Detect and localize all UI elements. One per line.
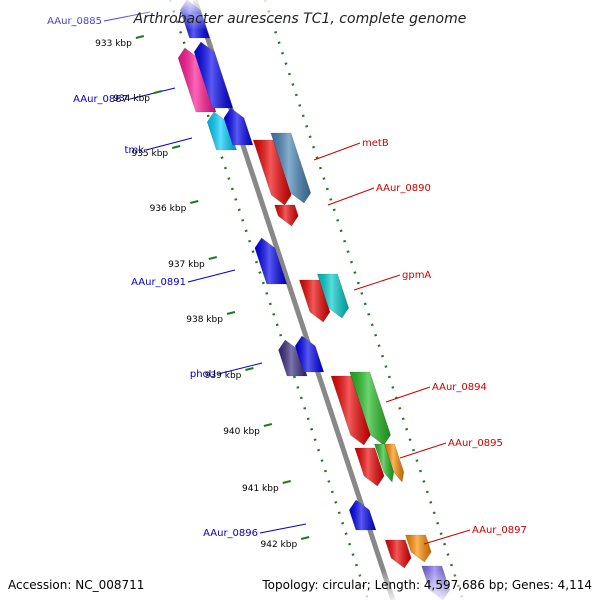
gene-features	[177, 0, 451, 600]
gene-label: metB	[362, 138, 389, 149]
tick-mark	[171, 145, 181, 149]
kbp-tick-label: 940 kbp	[223, 427, 260, 437]
kbp-tick-label: 937 kbp	[168, 260, 205, 270]
tick-mark	[153, 90, 163, 94]
kbp-tick-label: 933 kbp	[95, 39, 132, 49]
gene-label: AAur_0891	[131, 277, 186, 288]
tick-mark	[208, 256, 218, 260]
leader-line	[129, 87, 176, 100]
gene-reverse-4	[223, 107, 254, 146]
genome-title: Arthrobacter aurescens TC1, complete gen…	[133, 11, 467, 27]
gene-forward-0	[252, 139, 292, 206]
kbp-tick-label: 938 kbp	[186, 315, 223, 325]
gene-forward-5	[330, 375, 371, 446]
kbp-tick-label: 939 kbp	[205, 371, 242, 381]
leader-line	[423, 529, 471, 545]
gene-label: tmk	[125, 145, 145, 156]
gene-forward-10	[384, 539, 412, 569]
tick-mark	[300, 536, 310, 540]
tick-mark	[135, 35, 145, 39]
gene-label: AAur_0896	[203, 528, 258, 539]
gene-forward-3	[298, 279, 331, 323]
kbp-tick-label: 942 kbp	[261, 540, 298, 550]
gene-forward-7	[354, 447, 385, 487]
gene-forward-6	[349, 371, 391, 446]
kbp-tick-label: 934 kbp	[113, 94, 150, 104]
gene-label: AAur_0895	[448, 438, 503, 449]
gene-label: AAur_0887	[73, 94, 128, 105]
leader-line	[187, 269, 236, 283]
gene-label: phoU	[190, 369, 216, 380]
tick-mark	[226, 311, 236, 315]
gene-label: AAur_0890	[376, 183, 431, 194]
gene-forward-11	[405, 534, 432, 563]
leader-line	[399, 442, 447, 459]
tick-mark	[190, 200, 199, 204]
kbp-tick-label: 941 kbp	[242, 484, 279, 494]
gene-label: AAur_0897	[472, 525, 527, 536]
gene-forward-2	[274, 204, 299, 227]
gene-forward-8	[374, 443, 395, 483]
tick-mark	[263, 423, 273, 427]
gene-reverse-2	[193, 41, 234, 109]
leader-line	[217, 362, 263, 375]
gene-label: AAur_0894	[432, 382, 487, 393]
gene-forward-9	[384, 443, 405, 483]
leader-line	[259, 523, 307, 534]
gene-forward-4	[317, 273, 349, 319]
kbp-tick-label: 935 kbp	[131, 149, 168, 159]
leader-line	[313, 142, 361, 161]
top-fade	[0, 0, 600, 30]
leader-line	[327, 187, 375, 206]
gene-reverse-3	[206, 111, 237, 151]
gene-reverse-6	[254, 237, 288, 285]
gene-reverse-8	[294, 335, 325, 373]
gene-reverse-9	[348, 499, 377, 531]
genome-stats-text: Topology: circular; Length: 4,597,686 bp…	[262, 578, 592, 592]
kbp-tick-label: 936 kbp	[150, 204, 187, 214]
tick-mark	[245, 367, 254, 371]
kbp-tick-labels: 933 kbp 934 kbp 935 kbp 936 kbp 937 kbp 938 k…	[95, 35, 310, 550]
leader-line	[385, 386, 431, 403]
tick-mark	[282, 480, 291, 484]
leader-line	[353, 274, 401, 291]
leader-line	[145, 137, 193, 151]
gene-label: gpmA	[402, 270, 431, 281]
accession-text: Accession: NC_008711	[8, 578, 145, 592]
bottom-fade	[0, 570, 600, 600]
gene-forward-1	[270, 132, 312, 204]
